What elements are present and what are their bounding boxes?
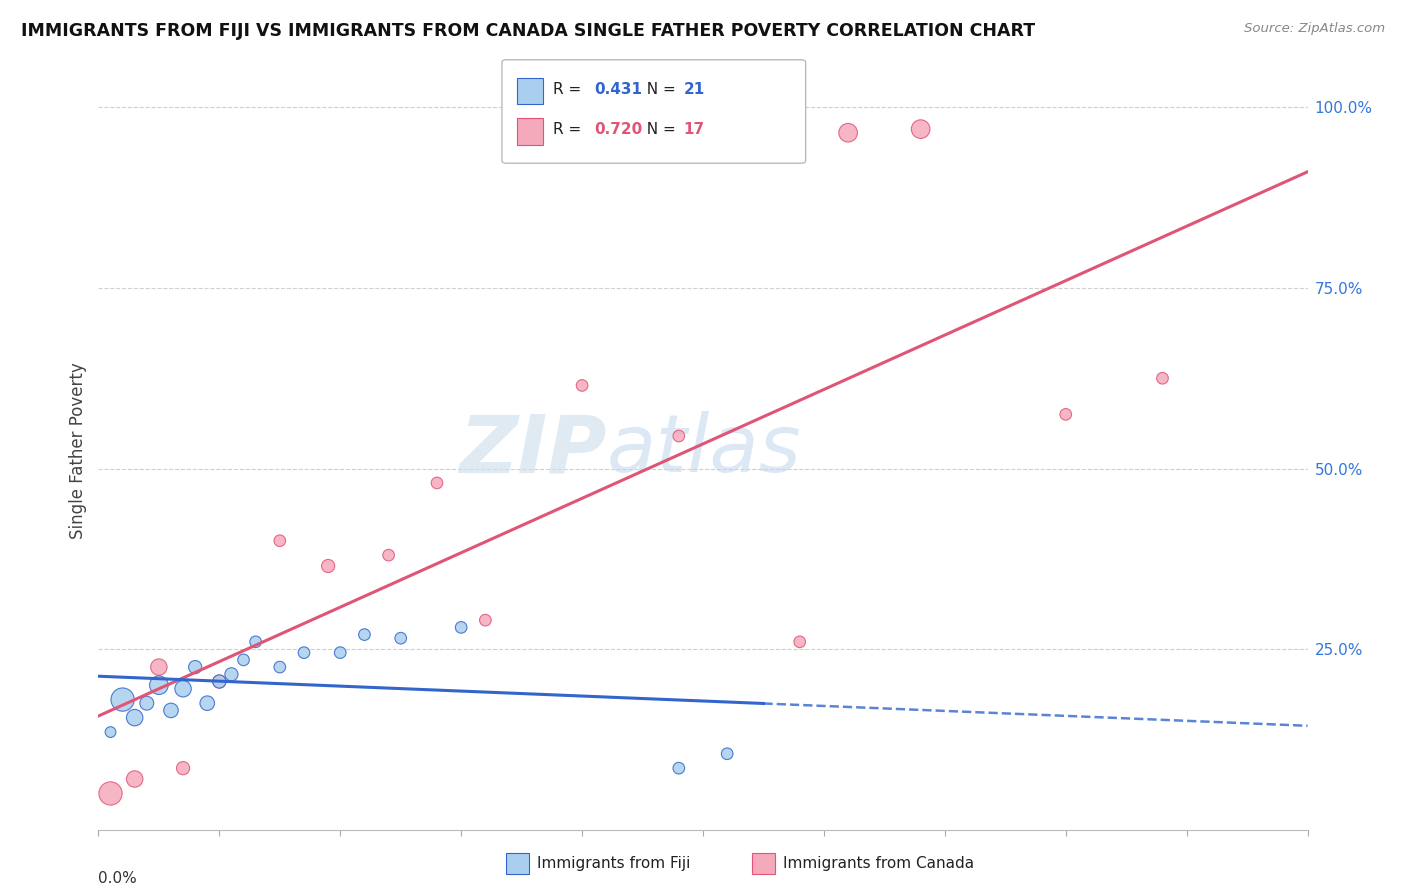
Text: R =: R = — [553, 122, 586, 137]
Point — [329, 646, 352, 660]
Text: IMMIGRANTS FROM FIJI VS IMMIGRANTS FROM CANADA SINGLE FATHER POVERTY CORRELATION: IMMIGRANTS FROM FIJI VS IMMIGRANTS FROM … — [21, 22, 1035, 40]
Point — [172, 761, 194, 775]
Point — [135, 696, 157, 710]
Text: Immigrants from Fiji: Immigrants from Fiji — [537, 856, 690, 871]
Point — [668, 761, 690, 775]
Text: ZIP: ZIP — [458, 411, 606, 490]
Point — [716, 747, 738, 761]
Point — [389, 631, 412, 645]
Point — [232, 653, 254, 667]
Point — [292, 646, 315, 660]
Point — [377, 548, 399, 562]
Point — [184, 660, 207, 674]
Text: 17: 17 — [683, 122, 704, 137]
Point — [1054, 408, 1077, 422]
Point — [195, 696, 218, 710]
Text: 0.720: 0.720 — [595, 122, 643, 137]
Point — [148, 678, 170, 692]
Point — [668, 429, 690, 443]
Text: 0.431: 0.431 — [595, 82, 643, 97]
Point — [148, 660, 170, 674]
Point — [160, 703, 183, 717]
Point — [474, 613, 496, 627]
Point — [426, 475, 449, 490]
Point — [124, 772, 146, 786]
Point — [100, 787, 122, 801]
Text: Source: ZipAtlas.com: Source: ZipAtlas.com — [1244, 22, 1385, 36]
Point — [837, 126, 859, 140]
Text: R =: R = — [553, 82, 586, 97]
Point — [111, 692, 134, 706]
Point — [124, 711, 146, 725]
Y-axis label: Single Father Poverty: Single Father Poverty — [69, 362, 87, 539]
Point — [910, 122, 932, 136]
Text: 0.0%: 0.0% — [98, 871, 138, 887]
Text: N =: N = — [637, 122, 681, 137]
Point — [208, 674, 231, 689]
Point — [450, 620, 472, 634]
Point — [208, 674, 231, 689]
Point — [269, 660, 291, 674]
Point — [172, 681, 194, 696]
Point — [353, 627, 375, 641]
Text: atlas: atlas — [606, 411, 801, 490]
Point — [269, 533, 291, 548]
Point — [245, 635, 267, 649]
Point — [100, 725, 122, 739]
Point — [1152, 371, 1174, 385]
Point — [789, 635, 811, 649]
Text: 21: 21 — [683, 82, 704, 97]
Point — [571, 378, 593, 392]
Point — [221, 667, 243, 681]
Text: Immigrants from Canada: Immigrants from Canada — [783, 856, 974, 871]
Point — [316, 559, 339, 574]
Text: N =: N = — [637, 82, 681, 97]
